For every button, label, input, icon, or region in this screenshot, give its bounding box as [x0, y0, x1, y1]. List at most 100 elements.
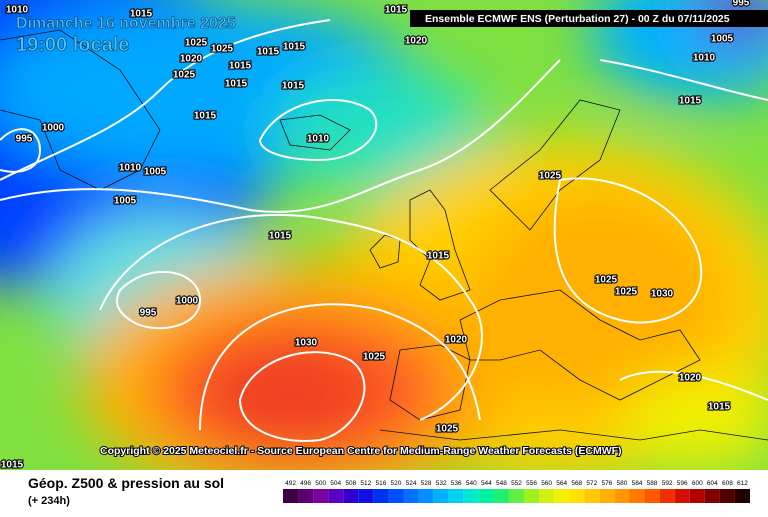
- color-swatch: [674, 489, 690, 503]
- color-swatch: [403, 489, 419, 503]
- color-swatch: [433, 489, 449, 503]
- color-swatch: [313, 489, 329, 503]
- level-label: 532: [436, 480, 447, 487]
- level-label: 520: [391, 480, 402, 487]
- isobar-label: 1015: [1, 460, 24, 471]
- level-label: 576: [601, 480, 612, 487]
- color-swatch: [358, 489, 374, 503]
- isobar-label: 995: [140, 308, 157, 319]
- level-label: 592: [662, 480, 673, 487]
- isobar-label: 1025: [173, 70, 196, 81]
- isobar-label: 1010: [693, 53, 716, 64]
- isobar-label: 1015: [283, 42, 306, 53]
- isobar-label: 1015: [194, 111, 217, 122]
- color-swatch: [508, 489, 525, 503]
- isobar-label: 1015: [282, 81, 305, 92]
- level-label: 580: [617, 480, 628, 487]
- level-label: 572: [586, 480, 597, 487]
- map-background: [0, 0, 768, 500]
- isobar-label: 1005: [711, 34, 734, 45]
- isobar-label: 1020: [405, 36, 428, 47]
- color-swatch: [554, 489, 570, 503]
- legend-title: Géop. Z500 & pression au sol: [28, 475, 224, 491]
- isobar-label: 1025: [436, 424, 459, 435]
- color-swatch: [524, 489, 540, 503]
- color-swatch: [719, 489, 735, 503]
- run-info: Ensemble ECMWF ENS (Perturbation 27) - 0…: [425, 13, 730, 25]
- level-label: 604: [707, 480, 718, 487]
- level-label: 536: [451, 480, 462, 487]
- isobar-label: 1015: [257, 47, 280, 58]
- level-label: 600: [692, 480, 703, 487]
- isobar-label: 1010: [119, 163, 142, 174]
- isobar-label: 1005: [114, 196, 137, 207]
- color-swatch: [704, 489, 720, 503]
- level-label: 588: [647, 480, 658, 487]
- color-swatch: [493, 489, 509, 503]
- level-label: 564: [556, 480, 567, 487]
- isobar-label: 1020: [445, 335, 468, 346]
- level-label: 512: [360, 480, 371, 487]
- level-label: 596: [677, 480, 688, 487]
- level-label: 492: [285, 480, 296, 487]
- level-label: 496: [300, 480, 311, 487]
- level-label: 524: [406, 480, 417, 487]
- level-label: 568: [571, 480, 582, 487]
- isobar-label: 1015: [679, 96, 702, 107]
- level-label: 552: [511, 480, 522, 487]
- level-label: 612: [737, 480, 748, 487]
- color-swatch: [539, 489, 555, 503]
- isobar-label: 1020: [180, 54, 203, 65]
- isobar-label: 1015: [130, 9, 153, 20]
- color-swatch: [599, 489, 615, 503]
- isobar-label: 1010: [6, 5, 29, 16]
- legend-subtitle: (+ 234h): [28, 495, 70, 507]
- isobar-label: 1025: [185, 38, 208, 49]
- color-swatch: [328, 489, 344, 503]
- level-label: 608: [722, 480, 733, 487]
- level-label: 508: [345, 480, 356, 487]
- color-swatch: [388, 489, 404, 503]
- level-label: 556: [526, 480, 537, 487]
- color-swatch: [298, 489, 314, 503]
- level-label: 540: [466, 480, 477, 487]
- color-swatch: [448, 489, 464, 503]
- isobar-label: 1020: [679, 373, 702, 384]
- isobar-label: 995: [16, 134, 33, 145]
- time: 19:00 locale: [16, 34, 129, 56]
- isobars: [0, 19, 768, 442]
- isobar-label: 1015: [385, 5, 408, 16]
- isobar-label: 1015: [427, 251, 450, 262]
- isobar-label: 995: [733, 0, 750, 9]
- isobar-label: 1015: [229, 61, 252, 72]
- copyright: Copyright © 2025 Meteociel.fr - Source E…: [100, 445, 622, 457]
- run-info-box: [410, 10, 768, 27]
- isobar-label: 1000: [176, 296, 199, 307]
- level-label: 560: [541, 480, 552, 487]
- level-label: 500: [315, 480, 326, 487]
- isobar-label: 1025: [615, 287, 638, 298]
- isobar-label: 1030: [295, 338, 318, 349]
- level-label: 584: [632, 480, 643, 487]
- color-swatch: [644, 489, 660, 503]
- color-swatch: [659, 489, 675, 503]
- color-swatch: [463, 489, 479, 503]
- isobar-label: 1030: [651, 289, 674, 300]
- color-swatch: [689, 489, 705, 503]
- color-swatch: [584, 489, 600, 503]
- isobar-label: 1025: [211, 44, 234, 55]
- level-label: 504: [330, 480, 341, 487]
- isobar-label: 1015: [225, 79, 248, 90]
- color-swatch: [569, 489, 585, 503]
- isobar-label: 1015: [269, 231, 292, 242]
- color-swatch: [629, 489, 645, 503]
- isobar-label: 1000: [42, 123, 65, 134]
- color-swatch: [418, 489, 434, 503]
- level-label: 516: [375, 480, 386, 487]
- color-swatch: [478, 489, 494, 503]
- isobar-label: 1025: [363, 352, 386, 363]
- level-label: 528: [421, 480, 432, 487]
- level-label: 544: [481, 480, 492, 487]
- color-swatch: [614, 489, 630, 503]
